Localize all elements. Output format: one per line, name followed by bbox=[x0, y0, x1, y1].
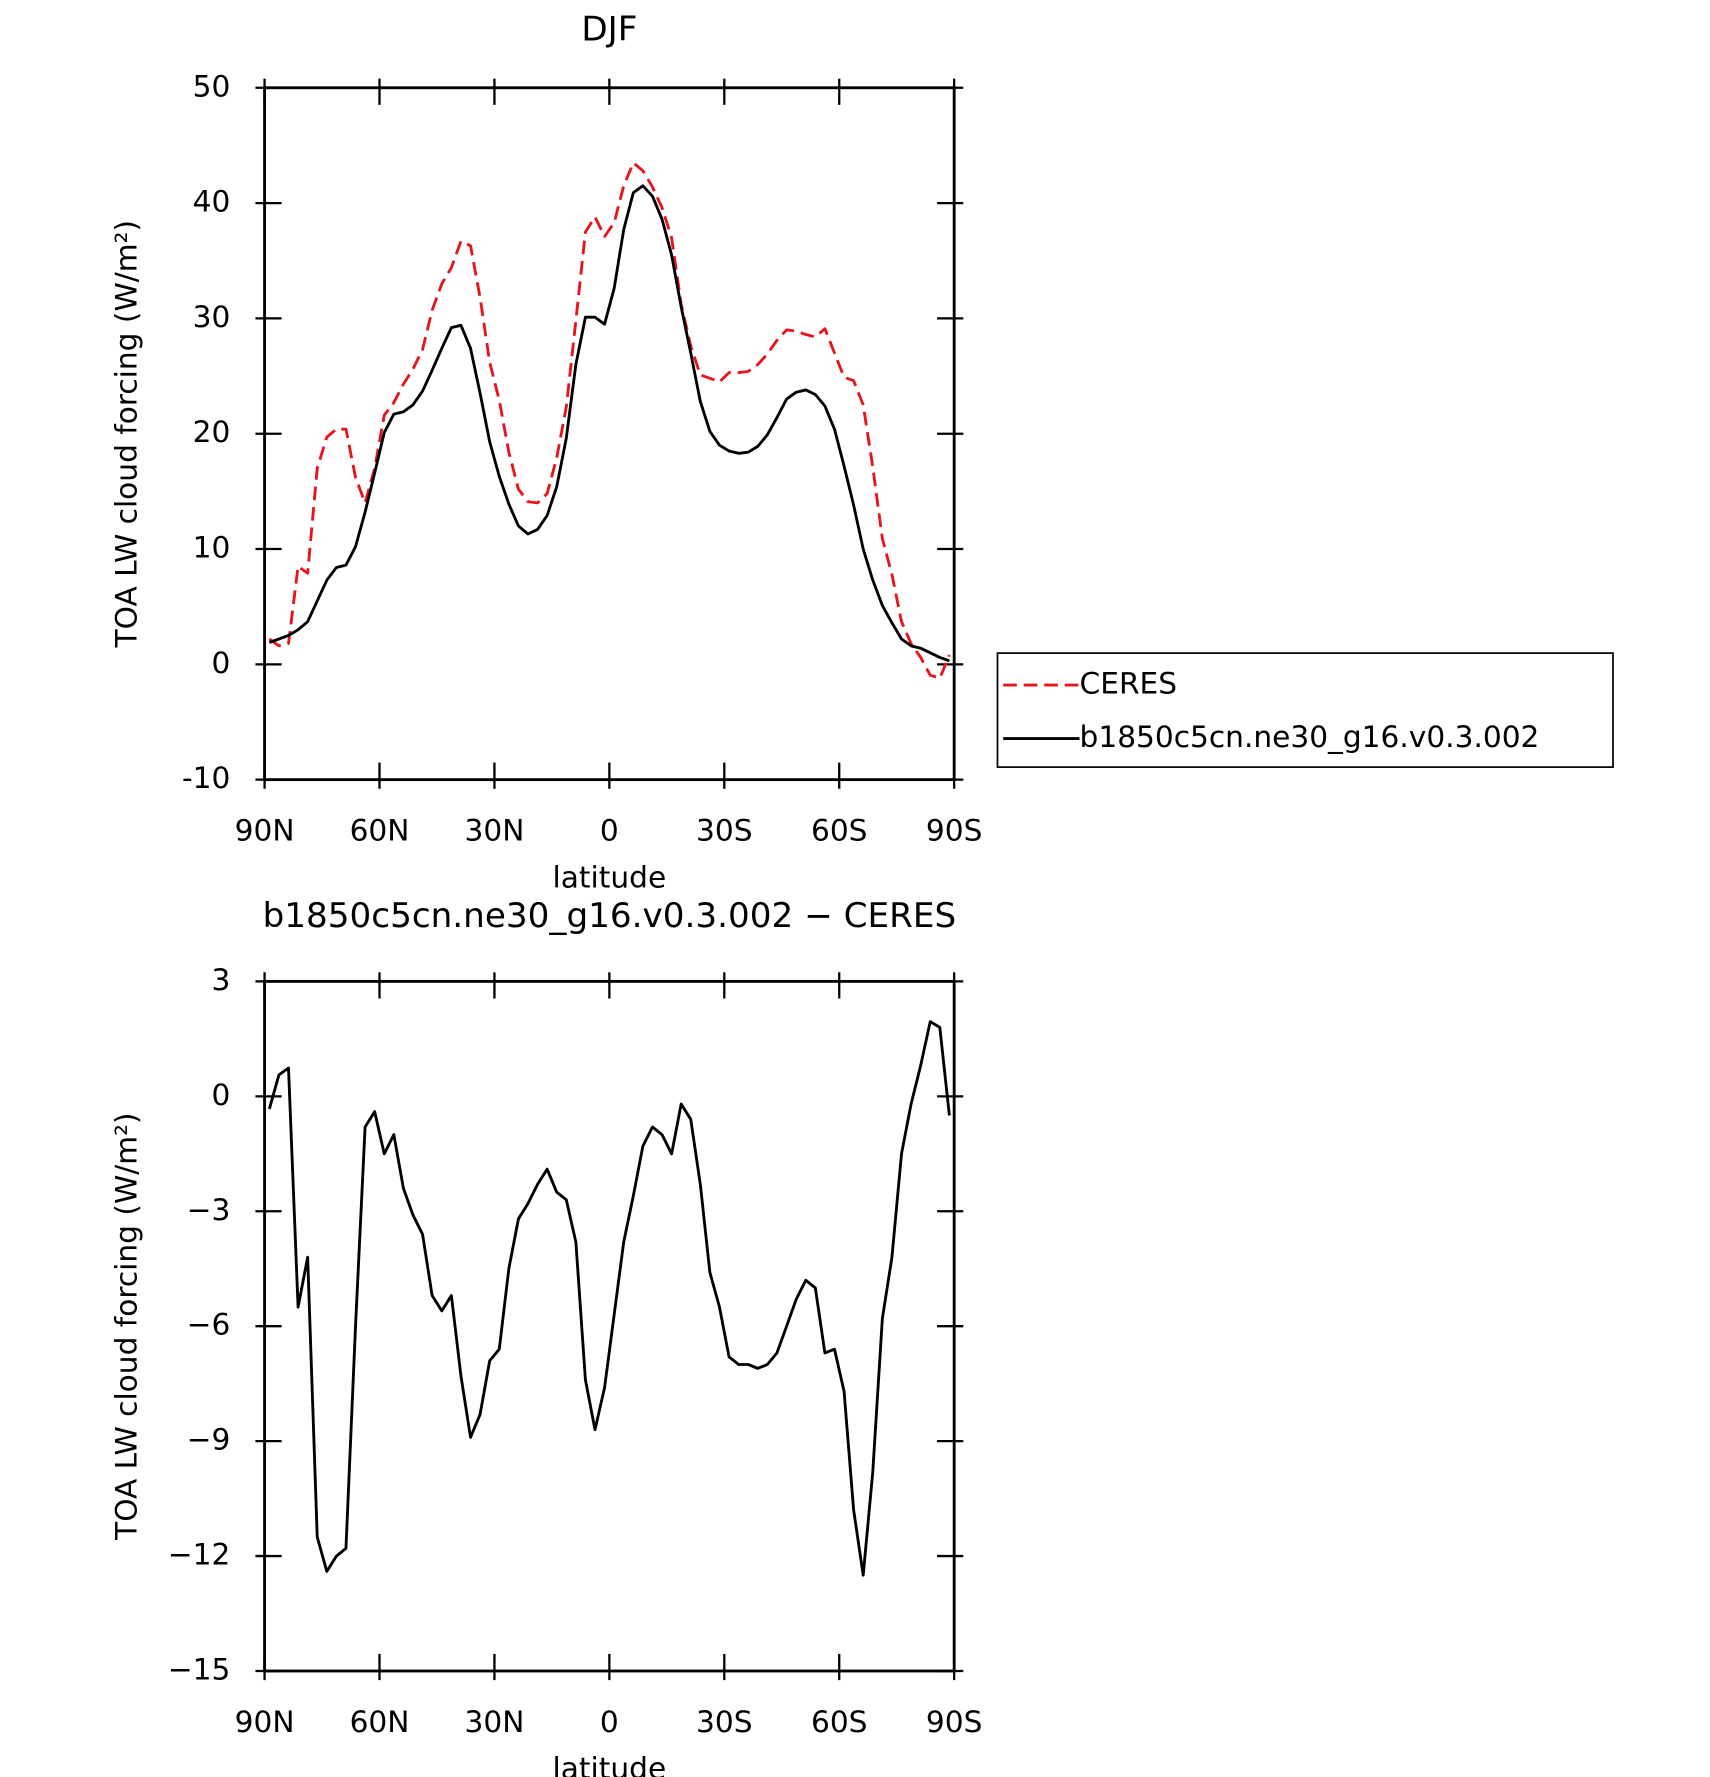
x-tick-label: 60S bbox=[811, 1704, 868, 1739]
x-tick-label: 60N bbox=[350, 813, 410, 848]
x-tick-label: 60S bbox=[811, 813, 868, 848]
y-tick-label: 40 bbox=[193, 184, 231, 219]
x-tick-label: 90N bbox=[235, 813, 295, 848]
y-tick-label: 0 bbox=[212, 645, 231, 680]
plot-frame bbox=[263, 86, 956, 782]
x-tick-label: 30N bbox=[465, 1704, 525, 1739]
x-tick-label: 30S bbox=[696, 1704, 753, 1739]
chart-title: b1850c5cn.ne30_g16.v0.3.002 − CERES bbox=[263, 896, 957, 936]
legend-box bbox=[996, 652, 1614, 768]
y-tick-label: −3 bbox=[187, 1192, 231, 1227]
x-tick-label: 0 bbox=[600, 813, 619, 848]
legend-label: CERES bbox=[1080, 666, 1178, 701]
x-axis-label: latitude bbox=[553, 1751, 667, 1777]
y-axis-label: TOA LW cloud forcing (W/m²) bbox=[108, 220, 143, 648]
y-tick-label: 30 bbox=[193, 299, 231, 334]
y-tick-label: 0 bbox=[212, 1077, 231, 1112]
x-axis-label: latitude bbox=[553, 859, 667, 894]
x-tick-label: 30N bbox=[465, 813, 525, 848]
legend-label: b1850c5cn.ne30_g16.v0.3.002 bbox=[1080, 719, 1540, 754]
x-tick-label: 30S bbox=[696, 813, 753, 848]
y-tick-label: −12 bbox=[168, 1537, 231, 1572]
y-tick-label: −15 bbox=[168, 1651, 231, 1686]
y-tick-label: -10 bbox=[182, 760, 230, 795]
plot-frame bbox=[263, 979, 956, 1673]
x-tick-label: 90S bbox=[926, 1704, 983, 1739]
y-tick-label: 20 bbox=[193, 414, 231, 449]
chart-title: DJF bbox=[581, 9, 637, 49]
data-line bbox=[268, 161, 951, 680]
y-tick-label: 3 bbox=[212, 962, 231, 997]
x-tick-label: 60N bbox=[350, 1704, 410, 1739]
x-tick-label: 90N bbox=[235, 1704, 295, 1739]
x-tick-label: 0 bbox=[600, 1704, 619, 1739]
y-tick-label: −9 bbox=[187, 1422, 231, 1457]
y-tick-label: 10 bbox=[193, 530, 231, 565]
x-tick-label: 90S bbox=[926, 813, 983, 848]
y-tick-label: 50 bbox=[193, 68, 231, 103]
data-line bbox=[268, 184, 950, 663]
data-line bbox=[267, 1020, 951, 1577]
y-tick-label: −6 bbox=[187, 1307, 231, 1342]
y-axis-label: TOA LW cloud forcing (W/m²) bbox=[108, 1112, 143, 1540]
